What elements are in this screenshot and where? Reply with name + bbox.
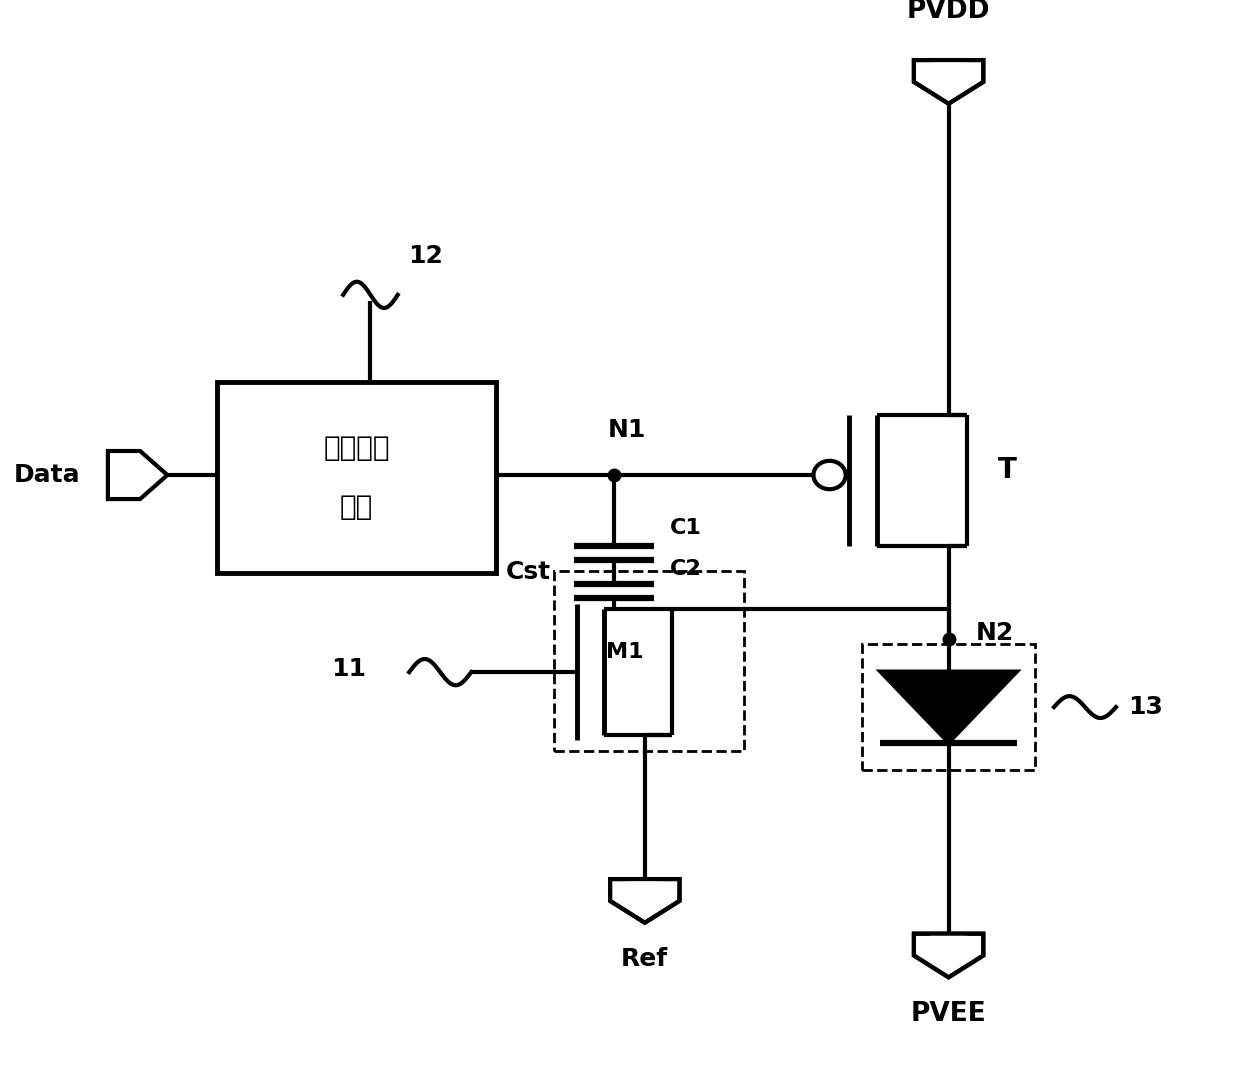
- Polygon shape: [610, 879, 680, 923]
- Text: C1: C1: [670, 519, 702, 538]
- Bar: [862, 644, 1035, 770]
- Text: 模块: 模块: [340, 494, 373, 521]
- Text: T: T: [998, 455, 1017, 484]
- Polygon shape: [931, 60, 966, 96]
- Text: 数据写入: 数据写入: [324, 435, 389, 462]
- Text: Cst: Cst: [506, 560, 552, 584]
- Polygon shape: [914, 934, 983, 977]
- Bar: [554, 571, 744, 751]
- Text: N2: N2: [976, 621, 1014, 645]
- Polygon shape: [627, 879, 662, 915]
- Text: 13: 13: [1128, 696, 1163, 719]
- Polygon shape: [914, 60, 983, 104]
- Text: M1: M1: [606, 642, 644, 663]
- Text: Ref: Ref: [621, 947, 668, 971]
- Circle shape: [813, 461, 846, 489]
- Bar: [217, 382, 496, 573]
- Text: 11: 11: [331, 657, 366, 680]
- Text: N1: N1: [608, 418, 646, 442]
- Text: 12: 12: [408, 244, 443, 268]
- Text: PVEE: PVEE: [910, 1001, 987, 1028]
- Text: PVDD: PVDD: [906, 0, 991, 24]
- Polygon shape: [931, 934, 966, 970]
- Text: C2: C2: [670, 559, 702, 579]
- Text: Data: Data: [14, 463, 81, 487]
- Polygon shape: [880, 672, 1017, 743]
